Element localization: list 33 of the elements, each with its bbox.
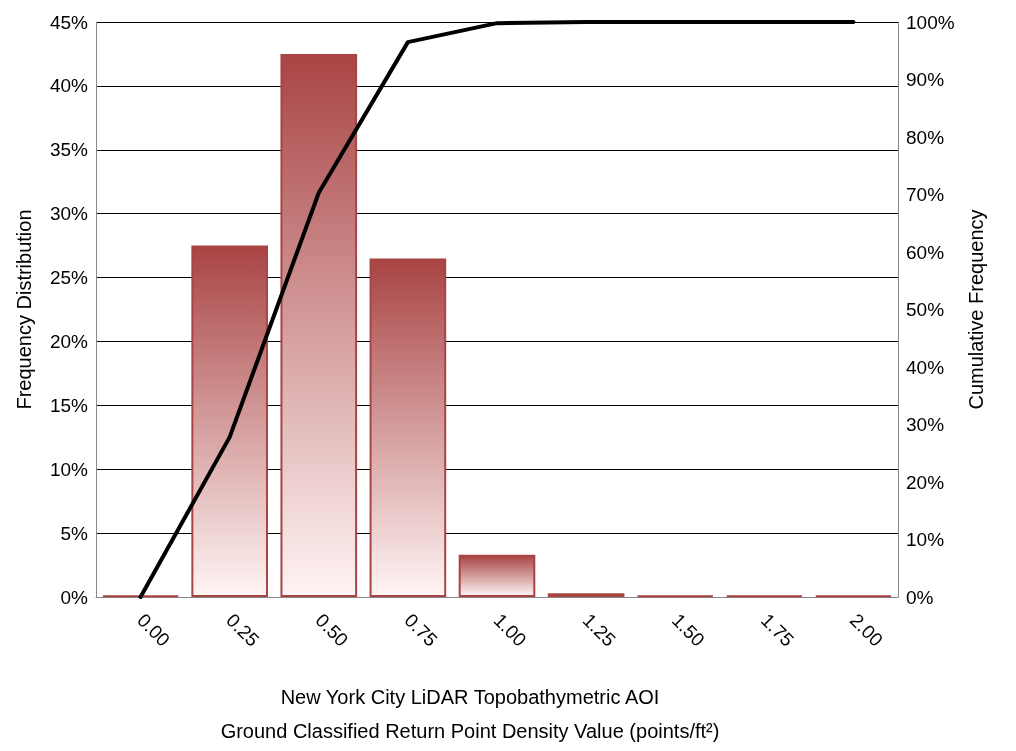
- x-tick-label: 0.75: [400, 609, 442, 651]
- y-tick-label: 10%: [49, 458, 89, 480]
- y-tick-label: 25%: [49, 267, 89, 289]
- x-tick-label: 0.00: [133, 609, 175, 651]
- y-axis-title: Frequency Distribution: [13, 209, 35, 410]
- x-tick-label: 0.50: [311, 609, 353, 651]
- y2-tick-label: 90%: [906, 69, 945, 90]
- y-tick-label: 0%: [60, 586, 89, 608]
- y-tick-label: 20%: [49, 330, 89, 352]
- x-tick-label: 1.00: [489, 609, 531, 651]
- y-tick-label: 5%: [60, 522, 89, 544]
- y2-tick-label: 100%: [906, 11, 955, 33]
- x-tick-label: 1.25: [578, 609, 620, 651]
- x-tick-label: 1.75: [756, 609, 798, 651]
- y-tick-label: 35%: [49, 139, 89, 161]
- x-axis-title: New York City LiDAR Topobathymetric AOI Ground Classified Return Point Density Value (points/ft²): [220, 686, 720, 742]
- y-tick-label: 45%: [49, 11, 89, 33]
- x-tick-label: 0.25: [222, 609, 264, 651]
- y2-tick-label: 20%: [906, 471, 945, 493]
- y2-tick-label: 40%: [906, 356, 945, 378]
- y2-tick-label: 70%: [906, 184, 945, 205]
- y-tick-label: 30%: [49, 203, 89, 225]
- y2-tick-label: 80%: [906, 126, 945, 148]
- y2-tick-label: 10%: [906, 529, 945, 550]
- x-tick-label: 2.00: [846, 609, 887, 651]
- y2-tick-label: 50%: [906, 299, 945, 320]
- y2-tick-label: 30%: [906, 414, 945, 435]
- y-tick-label: 15%: [49, 394, 89, 416]
- y2-axis-title: Cumulative Frequency: [965, 209, 987, 410]
- y2-tick-label: 60%: [906, 241, 945, 263]
- x-tick-label: 1.50: [667, 609, 709, 651]
- y-tick-label: 40%: [49, 75, 89, 97]
- y2-tick-label: 0%: [906, 586, 934, 608]
